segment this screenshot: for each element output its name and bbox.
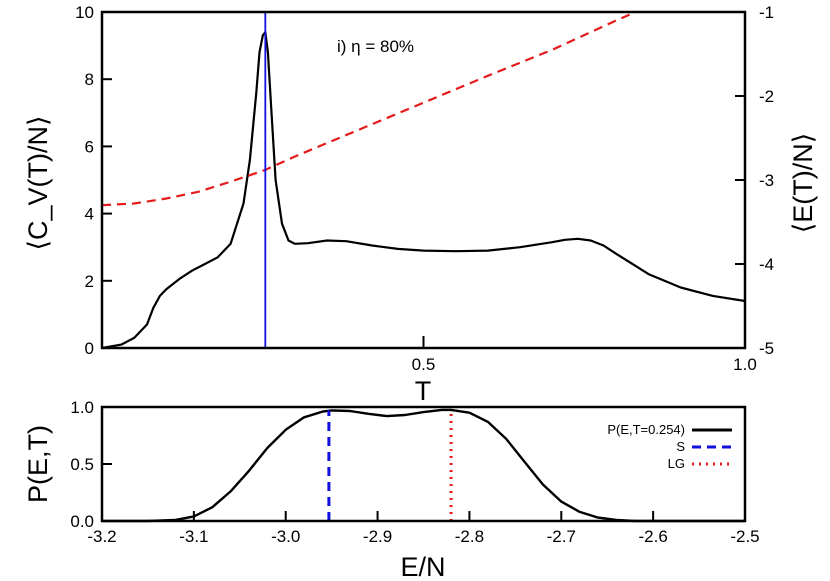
bottom-x-tick-label: -3.0 xyxy=(271,527,300,546)
right-tick-label: -5 xyxy=(759,339,774,358)
left-tick-label: 6 xyxy=(85,137,94,156)
bottom-x-tick-label: -2.8 xyxy=(455,527,484,546)
bottom-y-tick-label: 1.0 xyxy=(70,398,94,417)
bottom-ticks: 0.0 0.5 1.0 -3.2 -3.1 -3.0 -2.9 -2.8 -2.7 -2.6 -2.… xyxy=(70,398,759,546)
legend-label-P(E,T=0.254): P(E,T=0.254) xyxy=(607,422,685,437)
top-series-1 xyxy=(101,10,637,207)
left-tick-label: 8 xyxy=(85,70,94,89)
x-tick-label: 0.5 xyxy=(412,355,436,374)
top-ticks: 0 2 4 6 8 10 -5 -4 -3 -2 -1 0.5 1.0 xyxy=(75,3,774,374)
right-tick-label: -3 xyxy=(759,171,774,190)
top-panel: 0 2 4 6 8 10 -5 -4 -3 -2 -1 0.5 1.0 i) η = 80% ⟨C_V(… xyxy=(23,3,818,406)
bottom-curves xyxy=(102,408,745,523)
left-tick-label: 10 xyxy=(75,3,94,22)
left-tick-label: 2 xyxy=(85,272,94,291)
bottom-y-tick-label: 0.0 xyxy=(70,512,94,531)
bottom-x-tick-label: -2.5 xyxy=(730,527,759,546)
top-ylabel: ⟨C_V(T)/N⟩ xyxy=(23,115,53,250)
bottom-y-tick-label: 0.5 xyxy=(70,455,94,474)
right-tick-label: -4 xyxy=(759,255,774,274)
top-annotation: i) η = 80% xyxy=(337,37,414,56)
legend: P(E,T=0.254) S LG xyxy=(607,422,732,471)
legend-label-LG: LG xyxy=(668,456,685,471)
top-xlabel: T xyxy=(415,376,432,406)
top-series-0 xyxy=(101,31,746,350)
top-y2label: ⟨E(T)/N⟩ xyxy=(788,133,818,234)
top-curves xyxy=(101,10,746,350)
bottom-ylabel: P(E,T) xyxy=(23,425,53,503)
x-tick-label: 1.0 xyxy=(733,355,757,374)
bottom-x-tick-label: -2.7 xyxy=(547,527,576,546)
bottom-x-tick-label: -2.6 xyxy=(638,527,667,546)
left-tick-label: 0 xyxy=(85,339,94,358)
bottom-panel: 0.0 0.5 1.0 -3.2 -3.1 -3.0 -2.9 -2.8 -2.7 -2.6 -2.… xyxy=(23,398,760,581)
bottom-x-tick-label: -3.2 xyxy=(87,527,116,546)
bottom-x-tick-label: -3.1 xyxy=(179,527,208,546)
legend-label-S: S xyxy=(676,439,685,454)
right-tick-label: -1 xyxy=(759,3,774,22)
left-tick-label: 4 xyxy=(85,205,94,224)
bottom-xlabel: E/N xyxy=(400,552,445,581)
top-plot-frame xyxy=(100,10,747,350)
right-tick-label: -2 xyxy=(759,87,774,106)
bottom-x-tick-label: -2.9 xyxy=(363,527,392,546)
bottom-series-P(E,T=0.254) xyxy=(102,408,745,523)
